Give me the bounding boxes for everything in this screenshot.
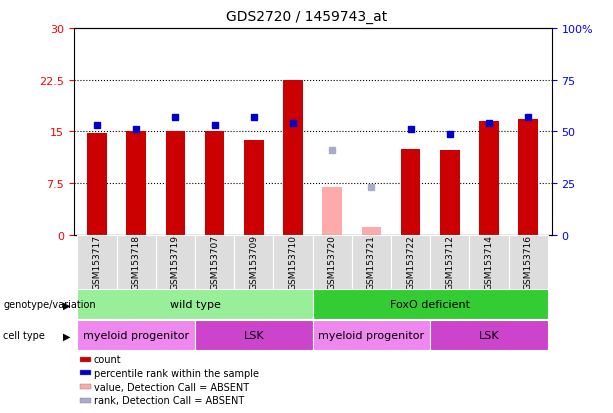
Bar (470, 235, 509, 289)
Text: percentile rank within the sample: percentile rank within the sample (94, 368, 259, 378)
Text: myeloid progenitor: myeloid progenitor (318, 330, 424, 341)
Bar (156, 235, 195, 289)
Bar (440, 151, 460, 235)
Text: GSM153722: GSM153722 (406, 235, 415, 290)
Bar (195, 320, 313, 350)
Text: genotype/variation: genotype/variation (3, 299, 96, 310)
Bar (401, 150, 421, 235)
Bar (313, 320, 430, 350)
Text: GSM153716: GSM153716 (524, 235, 533, 290)
Bar (77, 320, 195, 350)
Bar (391, 235, 430, 289)
Bar (166, 132, 185, 235)
Text: rank, Detection Call = ABSENT: rank, Detection Call = ABSENT (94, 395, 244, 405)
Text: GSM153717: GSM153717 (93, 235, 102, 290)
Bar (362, 227, 381, 235)
Bar (273, 235, 313, 289)
Text: GSM153718: GSM153718 (132, 235, 141, 290)
Text: value, Detection Call = ABSENT: value, Detection Call = ABSENT (94, 382, 249, 392)
Text: FoxO deficient: FoxO deficient (390, 299, 470, 310)
Text: GSM153721: GSM153721 (367, 235, 376, 290)
Bar (430, 320, 548, 350)
Text: myeloid progenitor: myeloid progenitor (83, 330, 189, 341)
Bar (479, 122, 499, 235)
Text: count: count (94, 354, 121, 364)
Bar (116, 235, 156, 289)
Text: GDS2720 / 1459743_at: GDS2720 / 1459743_at (226, 10, 387, 24)
Bar (195, 235, 234, 289)
Text: GSM153719: GSM153719 (171, 235, 180, 290)
Text: GSM153720: GSM153720 (328, 235, 337, 290)
Bar (352, 235, 391, 289)
Bar (126, 132, 146, 235)
Bar (244, 141, 264, 235)
Bar (509, 235, 548, 289)
Bar (519, 120, 538, 235)
Bar (313, 235, 352, 289)
Text: ▶: ▶ (63, 330, 70, 341)
Bar (234, 235, 273, 289)
Bar (205, 132, 224, 235)
Text: LSK: LSK (243, 330, 264, 341)
Bar (430, 235, 470, 289)
Bar (322, 187, 342, 235)
Bar (313, 290, 548, 320)
Bar (77, 235, 116, 289)
Text: GSM153712: GSM153712 (445, 235, 454, 290)
Text: ▶: ▶ (63, 299, 70, 310)
Text: GSM153714: GSM153714 (484, 235, 493, 290)
Text: GSM153709: GSM153709 (249, 235, 258, 290)
Text: GSM153710: GSM153710 (289, 235, 297, 290)
Text: cell type: cell type (3, 330, 45, 341)
Text: wild type: wild type (170, 299, 221, 310)
Text: LSK: LSK (479, 330, 500, 341)
Text: GSM153707: GSM153707 (210, 235, 219, 290)
Bar (87, 133, 107, 235)
Bar (283, 81, 303, 235)
Bar (77, 290, 313, 320)
